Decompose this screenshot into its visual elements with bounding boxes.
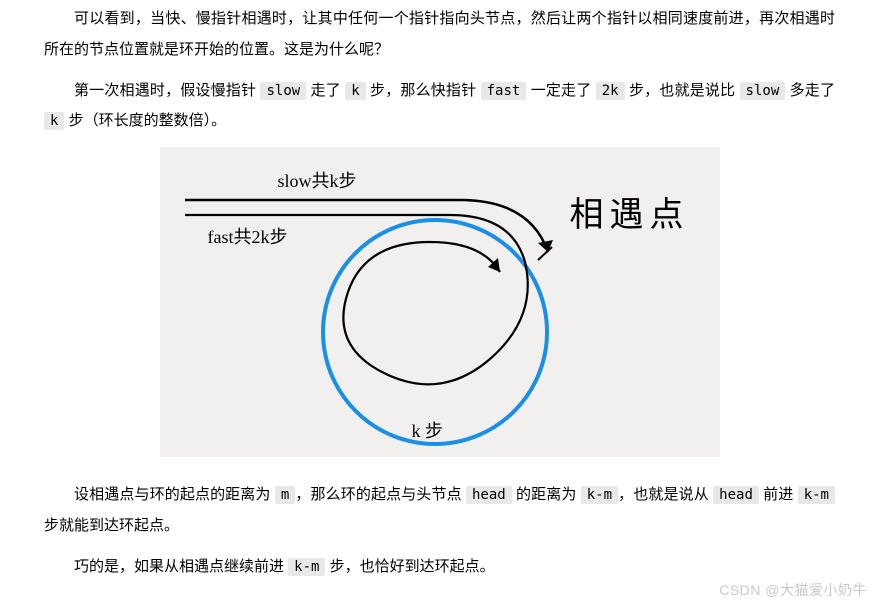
watermark: CSDN @大猫爱小奶牛: [719, 580, 867, 600]
paragraph-1: 可以看到，当快、慢指针相遇时，让其中任何一个指针指向头节点，然后让两个指针以相同…: [44, 4, 835, 66]
text: 一定走了: [526, 82, 595, 99]
code-k: k: [345, 82, 365, 100]
text: 前进: [759, 486, 798, 503]
code-2k: 2k: [596, 82, 625, 100]
text: 步，那么快指针: [366, 82, 481, 99]
code-fast: fast: [481, 82, 527, 100]
text: ，那么环的起点与头节点: [295, 486, 466, 503]
code-k: k: [44, 112, 64, 130]
paragraph-3: 设相遇点与环的起点的距离为 m，那么环的起点与头节点 head 的距离为 k-m…: [44, 480, 835, 542]
code-km: k-m: [798, 486, 835, 504]
text: 步（环长度的整数倍）。: [64, 112, 226, 129]
text: 走了: [306, 82, 345, 99]
code-km: k-m: [288, 558, 325, 576]
text: 步，也恰好到达环起点。: [325, 558, 494, 575]
text: 步，也就是说比: [625, 82, 740, 99]
code-head: head: [466, 486, 512, 504]
text: 的距离为: [512, 486, 581, 503]
text: 多走了: [785, 82, 835, 99]
code-slow: slow: [260, 82, 306, 100]
fast-label: fast共2k步: [208, 223, 288, 249]
slow-arrow-head: [538, 240, 553, 252]
k-steps-label: k 步: [412, 417, 444, 443]
meet-label: 相遇点: [570, 187, 690, 236]
paragraph-4: 巧的是，如果从相遇点继续前进 k-m 步，也恰好到达环起点。: [44, 552, 835, 583]
text: 第一次相遇时，假设慢指针: [74, 82, 260, 99]
text: 巧的是，如果从相遇点继续前进: [74, 558, 288, 575]
text: 设相遇点与环的起点的距离为: [74, 486, 275, 503]
code-m: m: [275, 486, 295, 504]
code-slow: slow: [740, 82, 786, 100]
text: 步就能到达环起点。: [44, 517, 179, 534]
code-head: head: [713, 486, 759, 504]
text: ，也就是说从: [618, 486, 713, 503]
paragraph-2: 第一次相遇时，假设慢指针 slow 走了 k 步，那么快指针 fast 一定走了…: [44, 76, 835, 138]
code-km: k-m: [581, 486, 618, 504]
slow-label: slow共k步: [278, 167, 357, 193]
diagram-container: slow共k步 fast共2k步 相遇点 k 步: [44, 147, 835, 462]
diagram: slow共k步 fast共2k步 相遇点 k 步: [160, 147, 720, 457]
